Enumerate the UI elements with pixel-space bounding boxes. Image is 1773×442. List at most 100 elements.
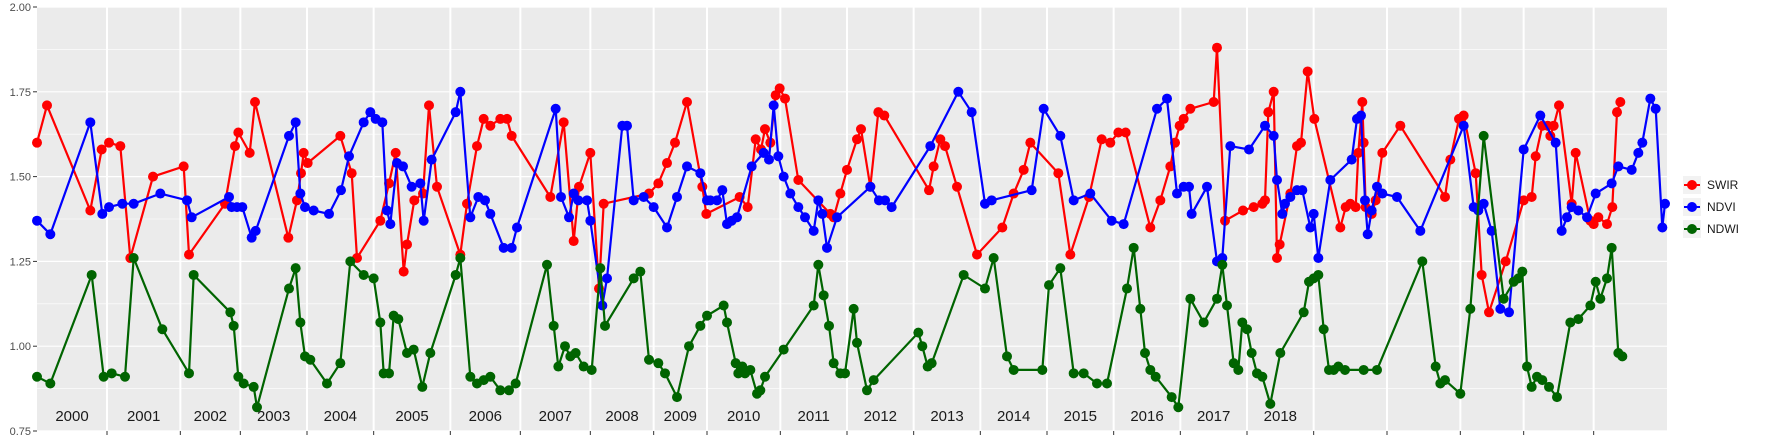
- data-point-ndwi: [913, 327, 924, 338]
- data-point-ndwi: [760, 371, 770, 382]
- data-point-ndvi: [398, 161, 408, 172]
- data-point-ndvi: [1372, 181, 1382, 192]
- data-point-swir: [1612, 107, 1622, 118]
- data-point-swir: [506, 130, 517, 141]
- year-label: 2014: [997, 408, 1030, 425]
- data-point-swir: [478, 113, 489, 124]
- data-point-ndvi: [1260, 120, 1270, 131]
- data-point-ndvi: [1366, 205, 1377, 216]
- data-point-ndwi: [586, 364, 597, 375]
- data-point-swir: [298, 147, 309, 158]
- legend-label-ndvi: NDVI: [1707, 200, 1736, 214]
- data-point-ndvi: [1272, 174, 1282, 185]
- data-point-swir: [1309, 113, 1320, 124]
- data-point-swir: [390, 147, 401, 158]
- data-point-ndwi: [358, 269, 369, 280]
- data-point-ndvi: [953, 86, 964, 97]
- data-point-ndwi: [868, 375, 879, 386]
- data-point-ndvi: [717, 185, 728, 196]
- data-point-ndvi: [628, 195, 639, 206]
- data-point-ndvi: [1268, 130, 1279, 141]
- data-point-ndvi: [564, 212, 574, 223]
- y-tick-label: 1.25: [10, 256, 31, 268]
- data-point-ndwi: [600, 320, 610, 331]
- data-point-swir: [574, 181, 584, 192]
- data-point-ndvi: [104, 202, 114, 213]
- data-point-swir: [1353, 147, 1364, 158]
- data-point-ndvi: [358, 117, 369, 128]
- data-point-ndwi: [1573, 314, 1584, 325]
- data-point-ndvi: [1225, 141, 1236, 152]
- data-point-swir: [1470, 168, 1481, 179]
- data-point-swir: [1185, 103, 1196, 114]
- data-point-ndvi: [344, 151, 354, 162]
- data-point-ndwi: [284, 283, 294, 294]
- data-point-ndvi: [250, 225, 261, 236]
- data-point-swir: [178, 161, 189, 172]
- data-point-ndwi: [305, 354, 316, 365]
- data-point-ndwi: [578, 361, 589, 372]
- data-point-swir: [1178, 113, 1189, 124]
- data-point-swir: [760, 124, 770, 135]
- data-point-ndwi: [1246, 347, 1257, 358]
- data-point-swir: [1548, 120, 1559, 131]
- year-label: 2017: [1197, 408, 1230, 425]
- data-point-ndvi: [638, 191, 649, 202]
- data-point-ndvi: [1660, 198, 1670, 209]
- data-point-ndwi: [1417, 256, 1428, 267]
- data-point-ndwi: [417, 381, 428, 392]
- data-point-ndwi: [1440, 375, 1450, 386]
- data-point-ndvi: [1280, 198, 1290, 209]
- series-ndvi: [32, 86, 1670, 318]
- data-point-ndvi: [1186, 208, 1197, 219]
- data-point-ndwi: [368, 273, 379, 284]
- data-point-ndvi: [925, 141, 936, 152]
- data-point-ndvi: [85, 117, 96, 128]
- data-point-swir: [1096, 134, 1107, 145]
- data-point-ndvi: [1495, 303, 1506, 314]
- data-point-swir: [1274, 239, 1285, 250]
- data-point-ndvi: [385, 219, 396, 230]
- data-point-ndvi: [1573, 205, 1584, 216]
- data-point-ndvi: [785, 188, 796, 199]
- year-label: 2003: [257, 408, 290, 425]
- data-point-ndwi: [1430, 361, 1441, 372]
- data-point-ndwi: [1298, 307, 1309, 318]
- data-point-ndvi: [746, 161, 757, 172]
- data-point-ndvi: [813, 195, 824, 206]
- data-point-ndwi: [702, 310, 712, 321]
- data-point-ndwi: [504, 385, 514, 396]
- data-point-swir: [558, 117, 569, 128]
- data-point-ndwi: [1265, 398, 1276, 409]
- data-point-ndwi: [1465, 303, 1476, 314]
- data-point-swir: [928, 161, 939, 172]
- data-point-ndvi: [1152, 103, 1162, 114]
- year-label: 2006: [469, 408, 502, 425]
- data-point-ndwi: [1275, 347, 1286, 358]
- data-point-swir: [1105, 137, 1116, 148]
- legend-label-swir: SWIR: [1707, 178, 1739, 192]
- data-point-ndwi: [184, 368, 194, 379]
- data-point-ndvi: [662, 222, 672, 233]
- data-point-ndvi: [300, 202, 310, 213]
- data-point-ndwi: [595, 263, 606, 274]
- data-point-ndwi: [628, 273, 639, 284]
- data-point-ndwi: [450, 269, 461, 280]
- series-line-swir: [35, 46, 1622, 314]
- data-point-ndwi: [1318, 324, 1329, 335]
- data-point-ndwi: [917, 341, 928, 352]
- data-point-swir: [296, 168, 306, 179]
- data-point-ndwi: [248, 381, 259, 392]
- data-point-ndvi: [1356, 110, 1366, 121]
- data-point-ndwi: [1068, 368, 1079, 379]
- data-point-ndvi: [1308, 208, 1319, 219]
- y-tick-label: 1.75: [10, 87, 31, 99]
- data-point-ndwi: [1313, 269, 1324, 280]
- data-point-ndvi: [822, 242, 832, 253]
- data-point-ndwi: [455, 253, 466, 264]
- data-point-ndvi: [800, 212, 810, 223]
- data-point-ndwi: [106, 368, 117, 379]
- data-point-ndvi: [1184, 181, 1194, 192]
- y-tick-label: 1.00: [10, 341, 31, 353]
- data-point-swir: [432, 181, 442, 192]
